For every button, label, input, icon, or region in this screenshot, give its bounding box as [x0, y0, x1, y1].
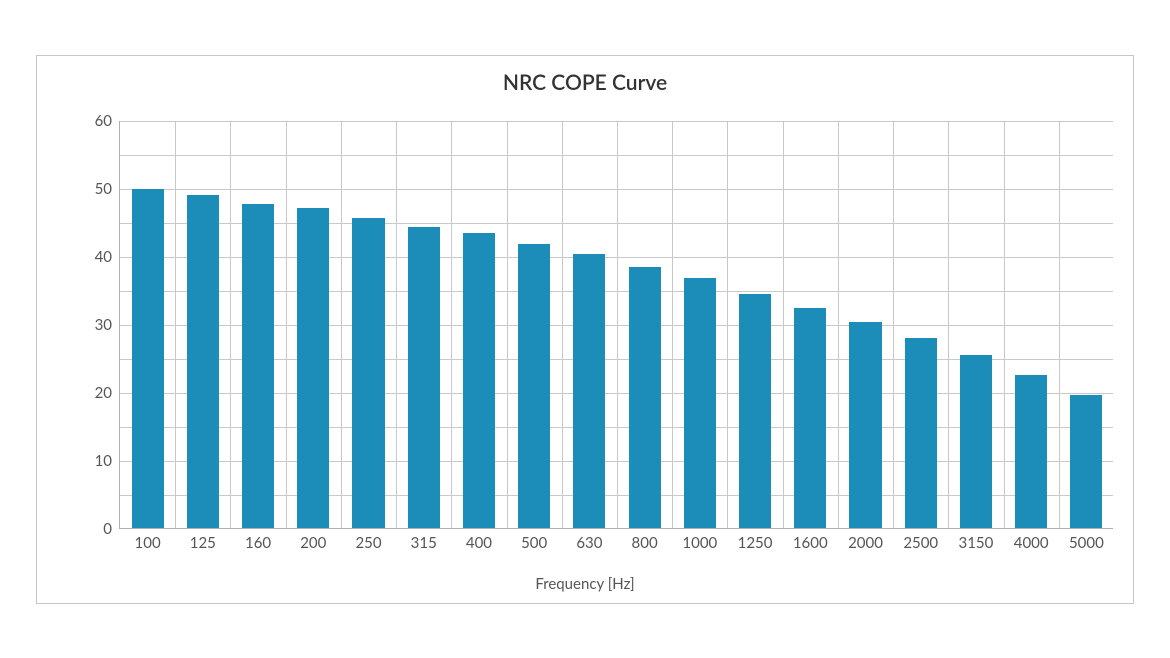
bar [352, 218, 384, 528]
x-axis-label: Frequency [Hz] [37, 575, 1133, 593]
x-tick-label: 1600 [793, 528, 828, 552]
y-tick-label: 50 [95, 180, 120, 198]
y-tick-label: 40 [95, 248, 120, 266]
gridline-vertical [727, 121, 728, 528]
gridline-vertical [893, 121, 894, 528]
x-tick-label: 500 [521, 528, 547, 552]
y-tick-label: 20 [95, 384, 120, 402]
x-tick-label: 4000 [1014, 528, 1049, 552]
x-tick-label: 400 [466, 528, 492, 552]
bar [629, 267, 661, 528]
x-tick-label: 100 [135, 528, 161, 552]
x-tick-label: 315 [411, 528, 437, 552]
x-tick-label: 1000 [682, 528, 717, 552]
bar [794, 308, 826, 528]
gridline-vertical [838, 121, 839, 528]
x-tick-label: 160 [245, 528, 271, 552]
x-tick-label: 3150 [959, 528, 994, 552]
x-tick-label: 5000 [1069, 528, 1104, 552]
plot-area: 0102030405060100125160200250315400500630… [119, 121, 1113, 529]
gridline-vertical [672, 121, 673, 528]
bar [242, 204, 274, 528]
y-tick-label: 10 [95, 452, 120, 470]
y-tick-label: 60 [95, 112, 120, 130]
bar [518, 244, 550, 528]
bar [739, 294, 771, 528]
x-tick-label: 1250 [738, 528, 773, 552]
x-tick-label: 200 [300, 528, 326, 552]
gridline-vertical [230, 121, 231, 528]
bar [960, 355, 992, 528]
gridline-vertical [617, 121, 618, 528]
gridline-vertical [175, 121, 176, 528]
bar [132, 189, 164, 528]
bar [297, 208, 329, 528]
bar [849, 322, 881, 528]
gridline-vertical [562, 121, 563, 528]
bar [187, 195, 219, 528]
bar [573, 254, 605, 528]
bar [408, 227, 440, 528]
chart-panel: NRC COPE Curve Sound Pressure Level (SPL… [36, 55, 1134, 604]
x-tick-label: 2500 [903, 528, 938, 552]
chart-title: NRC COPE Curve [37, 70, 1133, 95]
gridline-vertical [286, 121, 287, 528]
x-tick-label: 125 [190, 528, 216, 552]
gridline-vertical [341, 121, 342, 528]
gridline-vertical [507, 121, 508, 528]
y-tick-label: 30 [95, 316, 120, 334]
y-tick-label: 0 [103, 520, 120, 538]
x-tick-label: 2000 [848, 528, 883, 552]
bar [905, 338, 937, 528]
gridline-vertical [396, 121, 397, 528]
bar [684, 278, 716, 528]
bar [1070, 395, 1102, 528]
bar [463, 233, 495, 528]
gridline-vertical [1059, 121, 1060, 528]
gridline-vertical [783, 121, 784, 528]
gridline-vertical [451, 121, 452, 528]
x-tick-label: 630 [576, 528, 602, 552]
bar [1015, 375, 1047, 528]
gridline-vertical [948, 121, 949, 528]
x-tick-label: 250 [355, 528, 381, 552]
gridline-vertical [1004, 121, 1005, 528]
x-tick-label: 800 [632, 528, 658, 552]
